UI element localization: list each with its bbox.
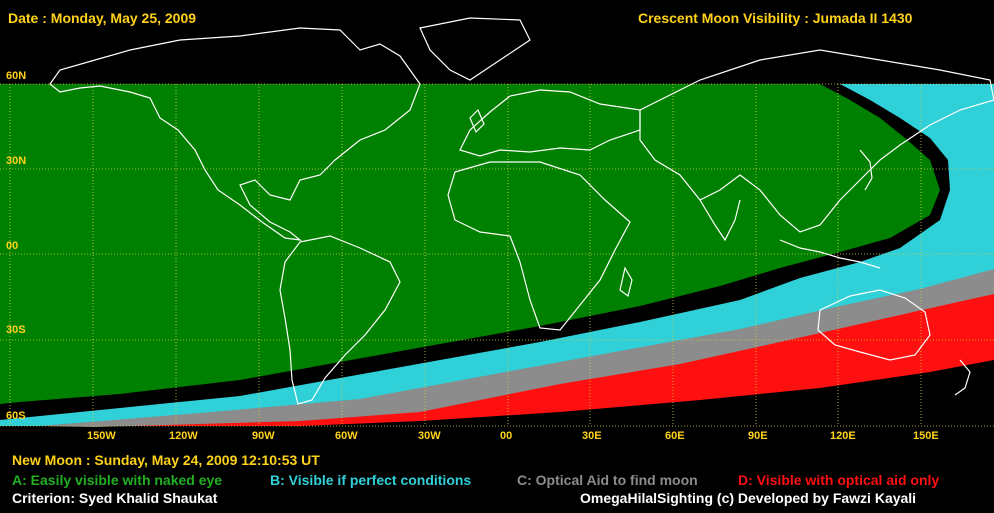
lat-label-60n: 60N [6, 70, 27, 82]
legend-zone-d: D: Visible with optical aid only [738, 472, 940, 488]
lat-label-equator: 00 [6, 240, 19, 252]
lon-label-150w: 150W [87, 430, 116, 442]
zone-a-region [0, 84, 940, 404]
legend-zone-b: B: Visible if perfect conditions [270, 472, 472, 488]
lon-label-90w: 90W [252, 430, 275, 442]
lat-lon-grid [0, 84, 994, 426]
map-title: Crescent Moon Visibility : Jumada II 143… [638, 10, 913, 26]
lon-label-90e: 90E [748, 430, 768, 442]
legend-zone-c: C: Optical Aid to find moon [517, 472, 698, 488]
lon-label-150e: 150E [913, 430, 939, 442]
credit-label: OmegaHilalSighting (c) Developed by Fawz… [580, 490, 917, 506]
lat-label-30n: 30N [6, 155, 27, 167]
lon-label-60e: 60E [665, 430, 685, 442]
lon-label-30e: 30E [582, 430, 602, 442]
criterion-label: Criterion: Syed Khalid Shaukat [12, 490, 218, 506]
lon-label-60w: 60W [335, 430, 358, 442]
visibility-zones [0, 84, 994, 427]
lon-label-00: 00 [500, 430, 513, 442]
new-moon-label: New Moon : Sunday, May 24, 2009 12:10:53… [12, 452, 320, 468]
lon-label-120w: 120W [169, 430, 198, 442]
zone-b-region [0, 84, 994, 426]
legend-zone-a: A: Easily visible with naked eye [12, 472, 223, 488]
lon-label-120e: 120E [830, 430, 856, 442]
lon-label-30w: 30W [418, 430, 441, 442]
coastlines [49, 17, 994, 405]
date-label: Date : Monday, May 25, 2009 [8, 10, 197, 26]
zone-d-region [95, 292, 994, 426]
lat-label-60s: 60S [6, 410, 26, 422]
lat-label-30s: 30S [6, 324, 26, 336]
